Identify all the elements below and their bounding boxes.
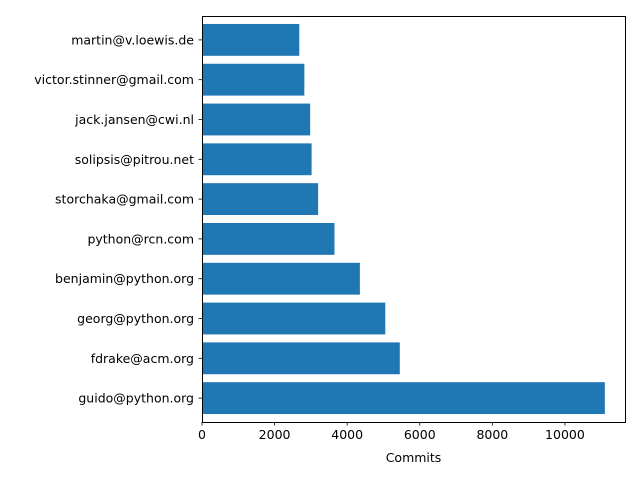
y-tick-label: martin@v.loewis.de <box>71 32 194 47</box>
bar <box>202 222 335 255</box>
y-tick-label: benjamin@python.org <box>55 271 194 286</box>
y-tick-label: storchaka@gmail.com <box>55 192 194 207</box>
x-tick-label: 4000 <box>331 427 363 442</box>
bar <box>202 342 400 375</box>
bar <box>202 23 300 56</box>
bar <box>202 382 605 415</box>
bar <box>202 183 319 216</box>
x-tick-label: 10000 <box>545 427 585 442</box>
bar <box>202 302 386 335</box>
plot-frame <box>202 16 626 423</box>
y-axis: guido@python.org fdrake@acm.org georg@pyth… <box>34 32 202 406</box>
x-tick-label: 6000 <box>404 427 436 442</box>
y-tick-label: solipsis@pitrou.net <box>75 152 194 167</box>
x-axis: 0 2000 4000 6000 8000 10000 <box>198 422 585 442</box>
bar <box>202 143 312 176</box>
bars-group <box>202 23 605 415</box>
bar <box>202 103 311 136</box>
x-tick-label: 8000 <box>476 427 508 442</box>
bar <box>202 262 360 295</box>
y-tick-label: jack.jansen@cwi.nl <box>74 112 194 127</box>
y-tick-label: guido@python.org <box>78 391 194 406</box>
x-tick-label: 2000 <box>259 427 291 442</box>
x-tick-label: 0 <box>198 427 206 442</box>
y-tick-label: python@rcn.com <box>87 231 194 246</box>
y-tick-label: victor.stinner@gmail.com <box>34 72 194 87</box>
y-tick-label: fdrake@acm.org <box>91 351 194 366</box>
y-tick-label: georg@python.org <box>77 311 194 326</box>
bar <box>202 63 305 96</box>
x-axis-label: Commits <box>386 450 442 465</box>
